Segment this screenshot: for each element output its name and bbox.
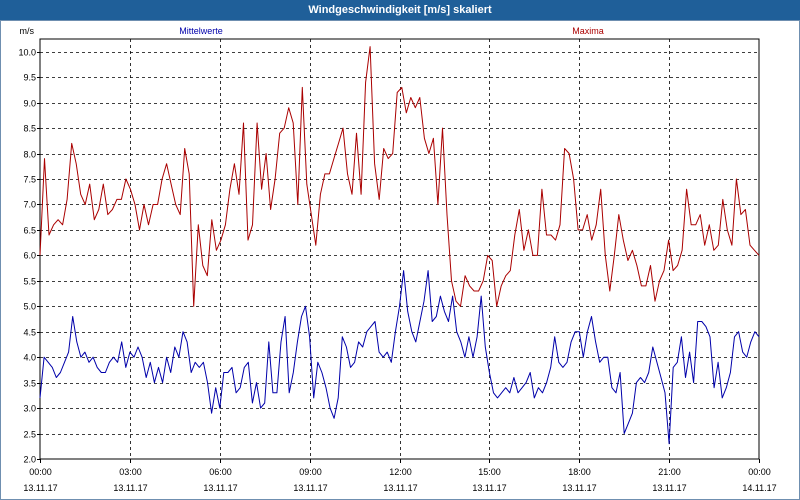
y-tick-label: 4.5 [23, 328, 36, 338]
y-tick-label: 6.5 [23, 226, 36, 236]
series-line-mittelwerte [39, 270, 760, 445]
x-tick-label-date: 13.11.17 [472, 483, 506, 493]
y-tick-label: 7.5 [23, 175, 36, 185]
y-tick-label: 8.5 [23, 124, 36, 134]
x-tick-label-time: 21:00 [658, 467, 681, 477]
y-tick-label: 3.0 [23, 404, 36, 414]
x-tick-label-time: 15:00 [478, 467, 501, 477]
x-tick-label-date: 14.11.17 [742, 483, 776, 493]
x-tick-label-date: 13.11.17 [562, 483, 596, 493]
x-tick-label-date: 13.11.17 [652, 483, 686, 493]
y-tick-label: 6.0 [23, 251, 36, 261]
series-line-maxima [39, 46, 760, 307]
y-tick-label: 4.0 [23, 353, 36, 363]
x-tick-label-date: 13.11.17 [23, 483, 57, 493]
x-tick-label-time: 00:00 [29, 467, 52, 477]
y-tick-label: 8.0 [23, 150, 36, 160]
y-tick-label: 2.5 [23, 430, 36, 440]
plot-border [39, 38, 760, 460]
legend-maxima: Maxima [572, 26, 604, 36]
x-tick-label-date: 13.11.17 [383, 483, 417, 493]
y-tick-label: 7.0 [23, 200, 36, 210]
x-tick-label-date: 13.11.17 [113, 483, 147, 493]
y-tick-label: 2.0 [23, 455, 36, 465]
legend-mittelwerte: Mittelwerte [179, 26, 223, 36]
x-tick-label-time: 00:00 [748, 467, 771, 477]
y-tick-label: 3.5 [23, 379, 36, 389]
x-tick-label-time: 12:00 [389, 467, 412, 477]
x-tick-label-date: 13.11.17 [203, 483, 237, 493]
y-tick-label: 9.5 [23, 73, 36, 83]
chart-title: Windgeschwindigkeit [m/s] skaliert [0, 0, 800, 20]
x-tick-label-date: 13.11.17 [293, 483, 327, 493]
y-tick-label: 9.0 [23, 99, 36, 109]
x-tick-label-time: 06:00 [209, 467, 232, 477]
x-tick-label-time: 09:00 [299, 467, 322, 477]
x-tick-label-time: 18:00 [568, 467, 591, 477]
y-tick-label: 5.5 [23, 277, 36, 287]
y-axis-unit: m/s [20, 26, 35, 36]
chart-svg: 2.0 2.5 3.0 3.5 4.0 4.5 5.0 5.5 6.0 6.5 7.0 7.5 8.0 8… [18, 26, 776, 493]
x-tick-label-time: 03:00 [119, 467, 142, 477]
chart-frame: 2.0 2.5 3.0 3.5 4.0 4.5 5.0 5.5 6.0 6.5 7.0 7.5 8.0 8… [0, 20, 800, 500]
y-tick-label: 5.0 [23, 302, 36, 312]
y-tick-label: 10.0 [18, 48, 36, 58]
